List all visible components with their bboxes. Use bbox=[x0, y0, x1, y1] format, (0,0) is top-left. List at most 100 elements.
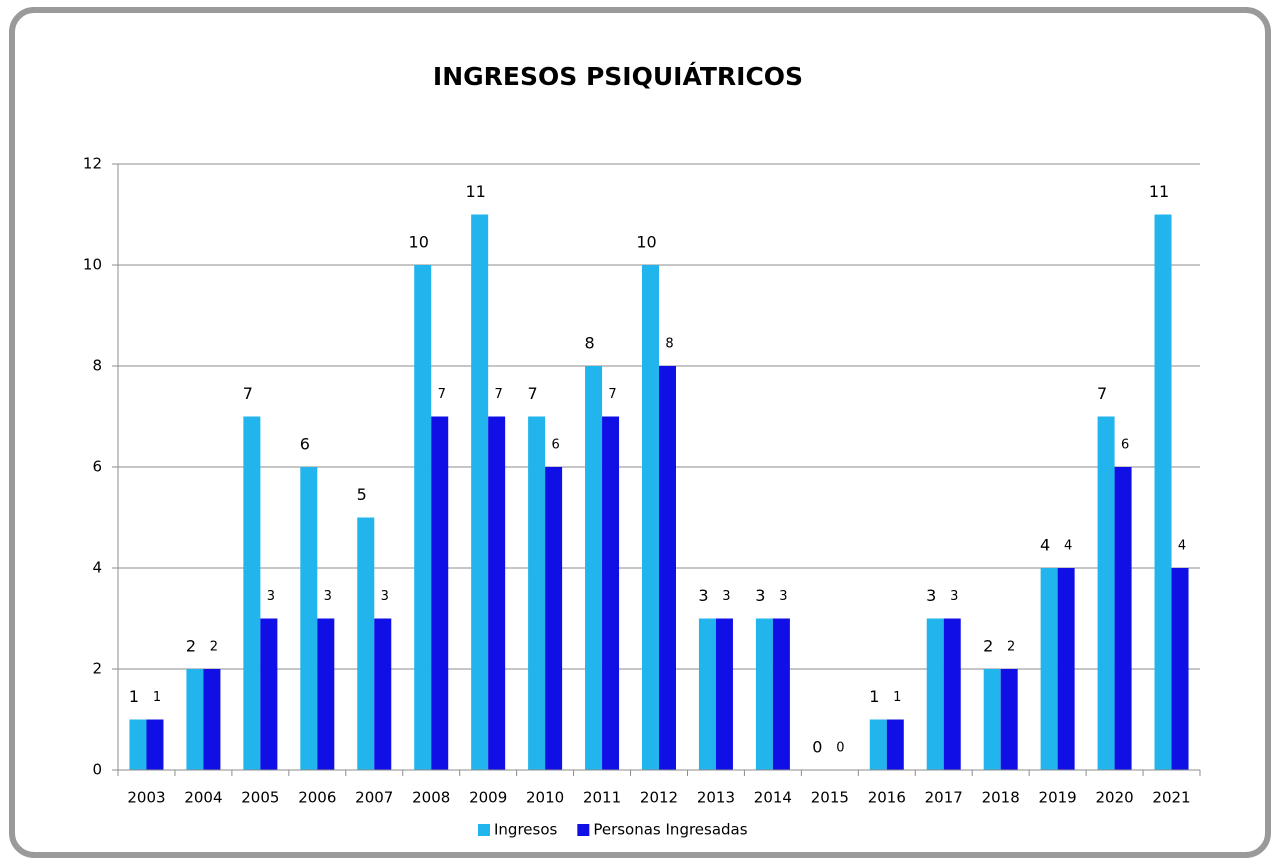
data-label: 3 bbox=[926, 586, 936, 605]
bar bbox=[1097, 416, 1115, 770]
data-label: 2 bbox=[210, 640, 218, 655]
data-label: 10 bbox=[409, 233, 429, 252]
chart-title: INGRESOS PSIQUIÁTRICOS bbox=[433, 62, 803, 91]
bar bbox=[698, 618, 716, 770]
bar bbox=[300, 467, 318, 770]
data-label: 0 bbox=[812, 738, 822, 757]
bar bbox=[129, 719, 147, 770]
bar bbox=[772, 618, 790, 770]
x-tick-label: 2019 bbox=[1039, 789, 1077, 807]
bar bbox=[374, 618, 392, 770]
legend-label: Ingresos bbox=[494, 821, 558, 839]
x-tick-label: 2006 bbox=[298, 789, 336, 807]
bar bbox=[488, 416, 506, 770]
data-label: 0 bbox=[836, 741, 844, 756]
data-label: 4 bbox=[1040, 536, 1050, 555]
bar bbox=[471, 214, 489, 770]
bar bbox=[1154, 214, 1172, 770]
data-label: 6 bbox=[300, 435, 310, 454]
bar bbox=[1000, 669, 1018, 770]
x-tick-label: 2003 bbox=[127, 789, 165, 807]
bar bbox=[1057, 568, 1075, 770]
bar bbox=[545, 467, 563, 770]
data-label: 1 bbox=[129, 687, 139, 706]
x-tick-label: 2012 bbox=[640, 789, 678, 807]
data-label: 2 bbox=[186, 637, 196, 656]
data-label: 3 bbox=[779, 589, 787, 604]
data-label: 3 bbox=[324, 589, 332, 604]
bar bbox=[926, 618, 944, 770]
x-tick-label: 2018 bbox=[982, 789, 1020, 807]
data-label: 3 bbox=[381, 589, 389, 604]
data-label: 2 bbox=[983, 637, 993, 656]
x-tick-label: 2009 bbox=[469, 789, 507, 807]
bar bbox=[943, 618, 961, 770]
bar bbox=[414, 265, 432, 770]
data-label: 10 bbox=[636, 233, 656, 252]
legend-swatch bbox=[577, 824, 590, 836]
y-tick-label: 12 bbox=[83, 155, 102, 173]
x-tick-label: 2014 bbox=[754, 789, 792, 807]
bar bbox=[659, 366, 676, 770]
data-label: 3 bbox=[755, 586, 765, 605]
data-label: 1 bbox=[869, 687, 879, 706]
data-label: 6 bbox=[1121, 438, 1129, 453]
bar bbox=[317, 618, 335, 770]
data-label: 7 bbox=[438, 387, 446, 402]
data-label: 6 bbox=[551, 438, 559, 453]
bar bbox=[1114, 467, 1132, 770]
bar bbox=[869, 719, 887, 770]
x-tick-label: 2015 bbox=[811, 789, 849, 807]
x-tick-label: 2017 bbox=[925, 789, 963, 807]
y-tick-label: 6 bbox=[92, 458, 102, 476]
x-tick-label: 2005 bbox=[241, 789, 279, 807]
bar bbox=[243, 416, 261, 770]
x-tick-label: 2008 bbox=[412, 789, 450, 807]
bar bbox=[260, 618, 278, 770]
data-label: 7 bbox=[495, 387, 503, 402]
bar bbox=[642, 265, 659, 770]
data-label: 3 bbox=[722, 589, 730, 604]
data-label: 7 bbox=[1097, 384, 1107, 403]
legend-swatch bbox=[478, 824, 490, 836]
data-label: 3 bbox=[698, 586, 708, 605]
y-tick-label: 4 bbox=[92, 559, 102, 577]
bar bbox=[602, 416, 620, 770]
bar bbox=[1171, 568, 1189, 770]
bar bbox=[528, 416, 546, 770]
bar bbox=[357, 517, 375, 770]
data-label: 7 bbox=[608, 387, 616, 402]
data-label: 11 bbox=[1149, 182, 1169, 201]
y-tick-label: 2 bbox=[92, 660, 102, 678]
x-tick-label: 2016 bbox=[868, 789, 906, 807]
data-label: 1 bbox=[153, 690, 161, 705]
bar bbox=[983, 669, 1001, 770]
bar bbox=[186, 669, 204, 770]
bar bbox=[886, 719, 904, 770]
bar bbox=[146, 719, 164, 770]
x-tick-label: 2007 bbox=[355, 789, 393, 807]
data-label: 5 bbox=[357, 485, 367, 504]
data-label: 1 bbox=[893, 690, 901, 705]
x-tick-label: 2021 bbox=[1152, 789, 1190, 807]
data-label: 3 bbox=[267, 589, 275, 604]
y-tick-label: 8 bbox=[92, 357, 102, 375]
x-tick-label: 2011 bbox=[583, 789, 621, 807]
x-tick-label: 2010 bbox=[526, 789, 564, 807]
data-label: 3 bbox=[950, 589, 958, 604]
data-label: 7 bbox=[528, 384, 538, 403]
x-tick-label: 2004 bbox=[184, 789, 222, 807]
data-label: 2 bbox=[1007, 640, 1015, 655]
data-label: 4 bbox=[1178, 539, 1186, 554]
data-label: 7 bbox=[243, 384, 253, 403]
x-tick-label: 2013 bbox=[697, 789, 735, 807]
bar bbox=[431, 416, 449, 770]
bar bbox=[755, 618, 773, 770]
x-tick-label: 2020 bbox=[1095, 789, 1133, 807]
data-label: 8 bbox=[584, 334, 594, 353]
data-label: 4 bbox=[1064, 539, 1072, 554]
data-label: 11 bbox=[465, 182, 485, 201]
data-label: 8 bbox=[665, 337, 673, 352]
y-tick-label: 0 bbox=[92, 761, 102, 779]
